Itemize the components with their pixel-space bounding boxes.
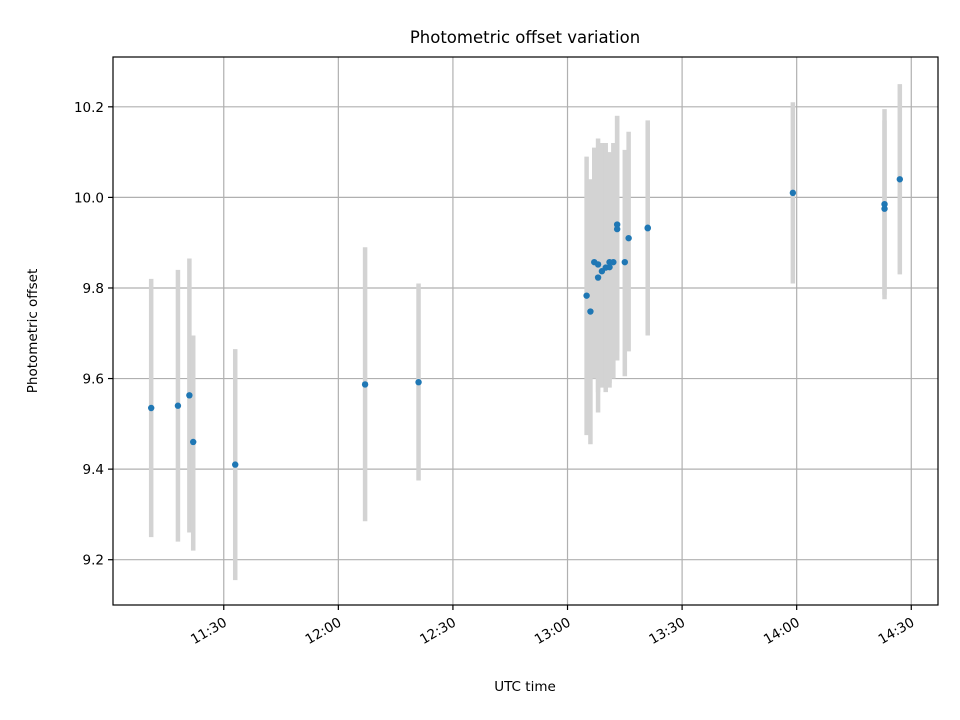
data-point	[587, 308, 594, 315]
y-tick-label: 9.2	[83, 553, 104, 569]
x-tick-label: 13:00	[532, 615, 574, 648]
data-point	[415, 378, 422, 386]
data-point	[190, 438, 197, 446]
data-point	[232, 461, 239, 468]
data-point	[583, 292, 590, 299]
y-tick-label: 10.0	[74, 190, 104, 206]
data-points	[147, 176, 904, 468]
data-point	[174, 402, 182, 409]
y-axis-ticks: 9.2 9.4 9.6 9.8 10.0 10.2	[74, 100, 113, 569]
data-point	[594, 274, 602, 281]
data-point	[147, 404, 155, 412]
x-tick-label: 12:00	[303, 615, 345, 648]
data-point	[594, 261, 602, 268]
x-tick-label: 12:30	[417, 615, 459, 648]
y-tick-label: 10.2	[74, 100, 104, 116]
data-point	[896, 176, 904, 183]
data-point	[644, 224, 651, 231]
x-axis-label: UTC time	[494, 679, 556, 695]
x-tick-label: 14:00	[761, 615, 803, 648]
gridlines	[113, 57, 938, 605]
y-axis-label: Photometric offset	[25, 269, 41, 393]
data-point	[881, 200, 888, 208]
plot-frame	[112, 56, 939, 606]
data-point	[610, 258, 617, 266]
x-axis-ticks: 11:30 12:00 12:30 13:00 13:30 14:00 14:30	[188, 605, 917, 648]
error-bars	[148, 84, 903, 581]
data-point	[789, 189, 797, 197]
x-tick-label: 11:30	[188, 615, 230, 648]
data-point	[186, 392, 193, 399]
y-tick-label: 9.8	[83, 281, 104, 297]
data-point	[621, 258, 629, 266]
data-point	[625, 234, 632, 242]
x-tick-label: 14:30	[876, 615, 918, 648]
x-tick-label: 13:30	[646, 615, 688, 648]
chart-title: Photometric offset variation	[410, 28, 640, 47]
data-point	[606, 263, 613, 271]
y-tick-label: 9.4	[83, 462, 104, 478]
data-point	[881, 205, 888, 212]
data-point	[613, 221, 621, 228]
data-point	[361, 381, 369, 388]
data-point	[613, 225, 621, 233]
y-tick-label: 9.6	[83, 372, 104, 388]
